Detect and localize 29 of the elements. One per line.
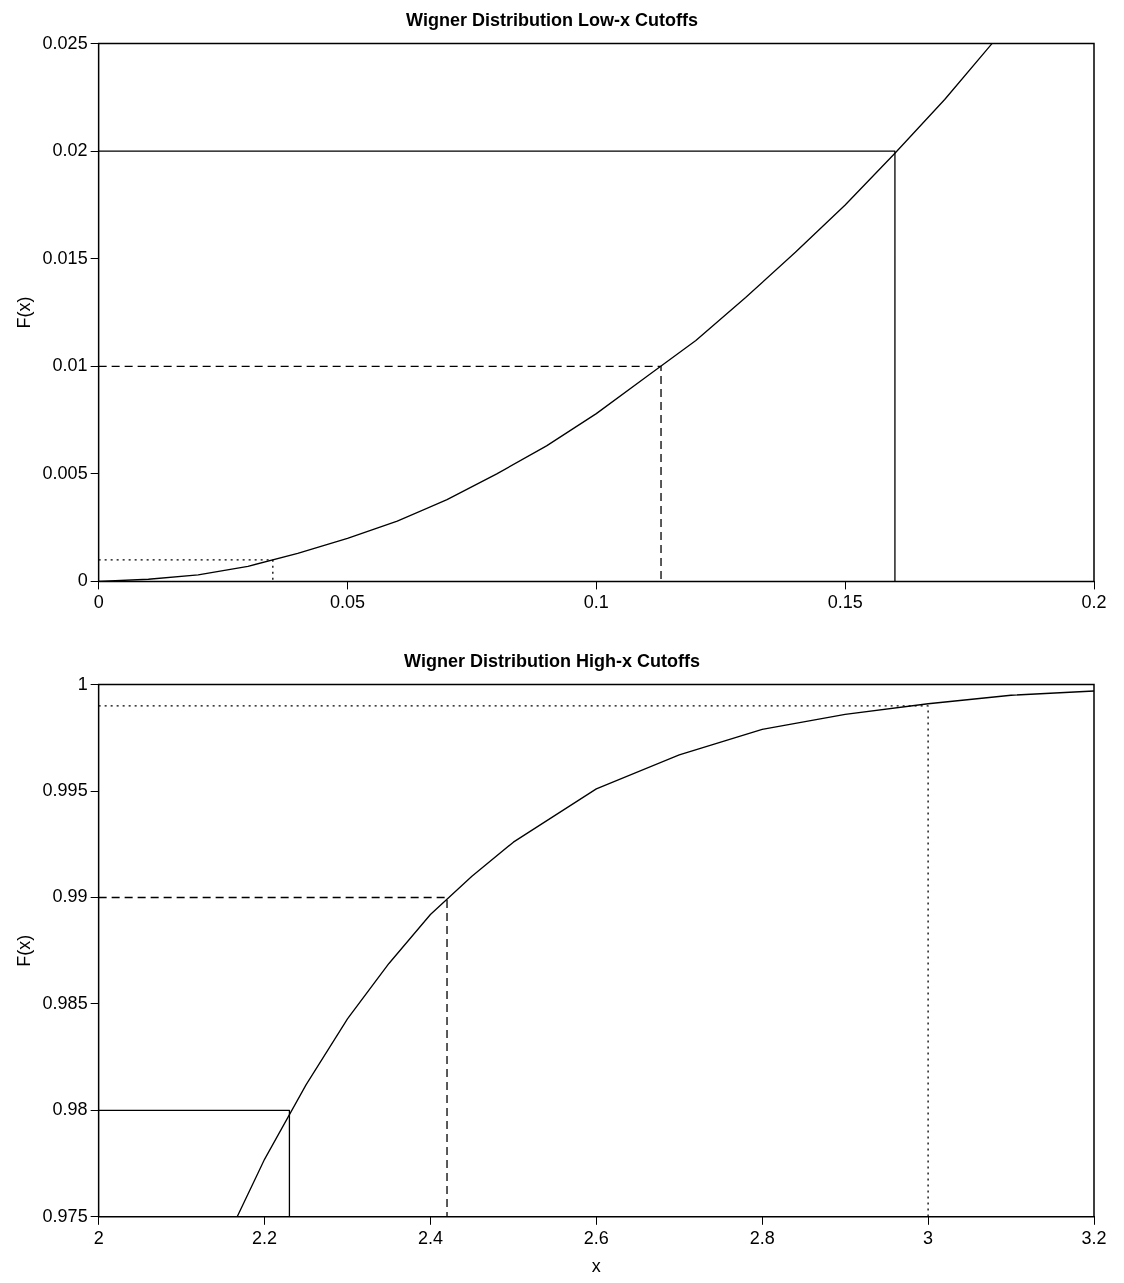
x-tick-label: 0.05	[329, 592, 366, 613]
x-tick-label: 2.6	[583, 1227, 609, 1248]
y-tick-label: 0	[77, 570, 88, 591]
x-tick-label: 2.8	[749, 1227, 775, 1248]
chart-title: Wigner Distribution High-x Cutoffs	[404, 650, 700, 671]
x-tick-label: 2.2	[252, 1227, 278, 1248]
x-tick-label: 2.4	[417, 1227, 443, 1248]
y-tick-label: 0.025	[42, 32, 88, 53]
chart-title: Wigner Distribution Low-x Cutoffs	[406, 9, 698, 30]
y-axis-title: F(x)	[13, 934, 34, 967]
y-tick-label: 0.01	[52, 355, 88, 376]
y-tick-label: 0.99	[52, 886, 88, 907]
x-tick-label: 2	[93, 1227, 104, 1248]
x-tick-label: 3.2	[1081, 1227, 1107, 1248]
x-tick-label: 0.1	[583, 592, 609, 613]
y-axis-title: F(x)	[13, 296, 34, 329]
x-tick-label: 0.2	[1081, 592, 1107, 613]
x-tick-label: 3	[923, 1227, 934, 1248]
y-tick-label: 0.015	[42, 247, 88, 268]
y-tick-label: 0.005	[42, 462, 88, 483]
y-tick-label: 0.02	[52, 140, 88, 161]
y-tick-label: 0.985	[42, 992, 88, 1013]
x-tick-label: 0	[93, 592, 104, 613]
x-tick-label: 0.15	[827, 592, 863, 613]
x-axis-title: x	[591, 1256, 601, 1277]
y-tick-label: 1	[77, 673, 88, 694]
y-tick-label: 0.98	[52, 1099, 88, 1120]
y-tick-label: 0.995	[42, 780, 88, 801]
y-tick-label: 0.975	[42, 1205, 88, 1226]
